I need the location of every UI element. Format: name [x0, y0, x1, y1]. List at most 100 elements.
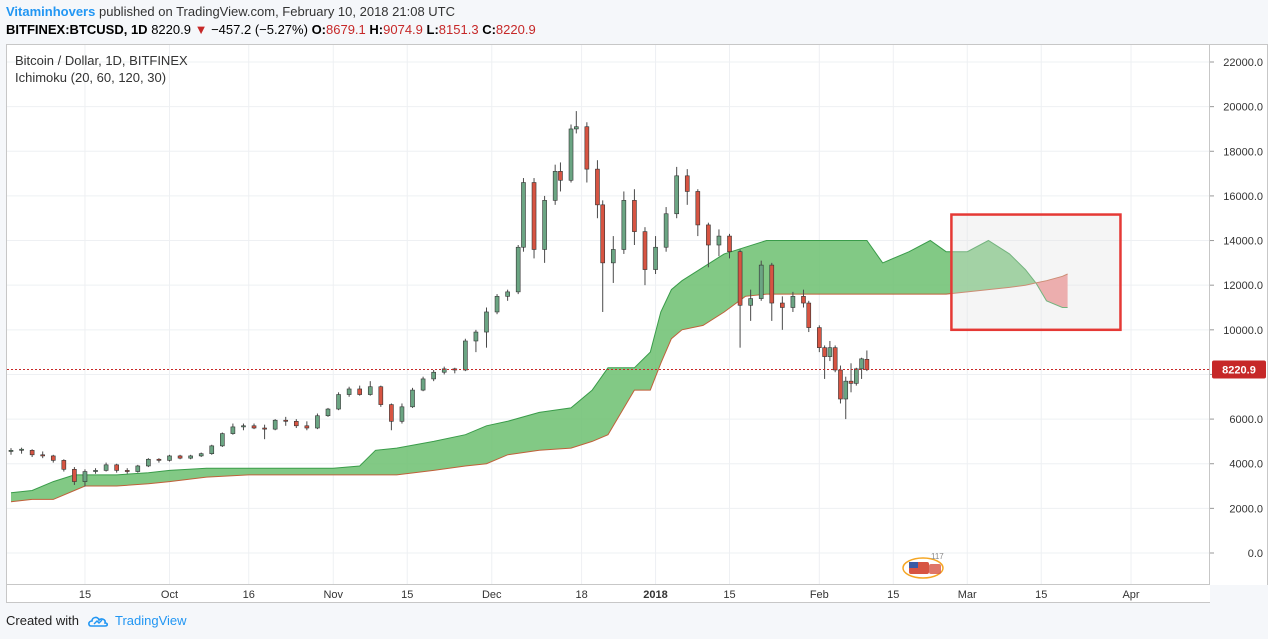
author-link[interactable]: Vitaminhovers — [6, 4, 96, 19]
last-price-tag-label: 8220.9 — [1222, 365, 1256, 377]
cloud-bearish — [1035, 274, 1068, 308]
x-tick-label: Feb — [810, 589, 829, 601]
candle-body — [325, 408, 331, 417]
y-tick-label: 16000.0 — [1223, 191, 1263, 203]
x-tick-label: Dec — [482, 589, 502, 601]
candle-body — [283, 419, 289, 422]
candle-body — [389, 404, 394, 422]
senkou-span-a — [1035, 282, 1068, 308]
candle-body — [72, 469, 77, 482]
candle-body — [103, 464, 109, 471]
x-tick-label: Nov — [323, 589, 343, 601]
close-value: 8220.9 — [495, 22, 536, 37]
candle-body — [521, 182, 526, 248]
time-axis[interactable]: 15 Oct 16 Nov 15 Dec 18 2018 15 Feb 15 Mar 15 Apr — [6, 585, 1210, 603]
price-chart[interactable]: Bitcoin / Dollar, 1D, BITFINEX Ichimoku … — [7, 45, 1209, 584]
candle-body — [346, 388, 352, 395]
senkou-span-b — [10, 282, 1037, 503]
created-with-text: Created with — [6, 613, 79, 628]
candle-body — [156, 458, 162, 461]
candle-body — [336, 394, 341, 410]
candle-body — [574, 126, 579, 130]
candle-body — [82, 471, 88, 482]
candle-body — [167, 455, 172, 461]
candle-body — [420, 378, 426, 391]
candle-body — [293, 421, 299, 427]
watermark-label: 117 — [931, 552, 944, 561]
low-label: L: — [426, 22, 439, 37]
candle-body — [135, 465, 141, 472]
candle-body — [706, 224, 711, 246]
candle-body — [695, 191, 701, 226]
candle-body — [642, 231, 648, 270]
candle-body — [198, 453, 204, 457]
change-value: −457.2 (−5.27%) — [211, 22, 308, 37]
y-tick-label: 14000.0 — [1223, 236, 1263, 248]
y-tick-label: 0.0 — [1248, 548, 1263, 560]
candle-body — [431, 371, 436, 380]
candle-body — [674, 175, 679, 215]
price-axis[interactable]: 0.02000.04000.06000.08000.010000.012000.… — [1210, 44, 1268, 585]
symbol-label: BITFINEX:BTCUSD, 1D — [6, 22, 148, 37]
x-tick-label: 2018 — [643, 589, 667, 601]
candle-body — [315, 415, 320, 429]
candle-body — [790, 296, 796, 308]
candle-body — [29, 450, 35, 456]
candle-body — [854, 368, 859, 384]
candle-body — [600, 204, 606, 264]
down-arrow-icon: ▼ — [194, 22, 208, 37]
low-value: 8151.3 — [438, 22, 479, 37]
candle-body — [61, 460, 67, 470]
candle-body — [610, 249, 616, 264]
candles — [8, 111, 870, 487]
indicator-label: Ichimoku (20, 60, 120, 30) — [15, 70, 166, 85]
candle-body — [769, 264, 775, 304]
candle-body — [304, 425, 310, 429]
candle-body — [399, 406, 405, 422]
y-tick-label: 4000.0 — [1229, 459, 1263, 471]
senkou-span-b — [1035, 273, 1068, 284]
candle-body — [230, 426, 236, 434]
candle-body — [505, 291, 510, 297]
candle-body — [410, 389, 415, 408]
candle-body — [848, 380, 854, 384]
candle-body — [241, 425, 246, 428]
candle-body — [484, 311, 489, 333]
candle-body — [114, 464, 119, 471]
candle-body — [251, 425, 257, 429]
ichimoku-cloud — [10, 239, 1068, 503]
time-axis-svg: 15 Oct 16 Nov 15 Dec 18 2018 15 Feb 15 Mar 15 Apr — [79, 589, 1140, 601]
y-tick-label: 20000.0 — [1223, 102, 1263, 114]
candle-body — [748, 298, 753, 306]
candle-body — [864, 358, 870, 370]
x-tick-label: Mar — [958, 589, 977, 601]
footer: Created with TradingView — [6, 613, 187, 628]
candle-body — [584, 126, 590, 170]
x-tick-label: 15 — [79, 589, 91, 601]
candle-body — [441, 368, 447, 373]
chart-pane[interactable]: Bitcoin / Dollar, 1D, BITFINEX Ichimoku … — [6, 44, 1210, 585]
candle-body — [716, 235, 722, 246]
tradingview-link[interactable]: TradingView — [87, 613, 187, 628]
candle-body — [357, 388, 362, 395]
open-value: 8679.1 — [326, 22, 366, 37]
candle-body — [653, 246, 658, 270]
grid-lines — [7, 45, 1209, 584]
candle-body — [515, 246, 521, 293]
last-price-tag-bg — [1212, 360, 1266, 379]
last-price: 8220.9 — [151, 22, 191, 37]
chart-title: Bitcoin / Dollar, 1D, BITFINEX — [15, 53, 188, 68]
candle-body — [822, 347, 827, 357]
candle-body — [463, 340, 468, 371]
x-tick-label: 18 — [575, 589, 587, 601]
price-axis-svg: 0.02000.04000.06000.08000.010000.012000.… — [1210, 57, 1266, 560]
x-tick-label: Apr — [1122, 589, 1139, 601]
candle-body — [806, 302, 812, 328]
candle-body — [542, 200, 547, 250]
candle-body — [378, 386, 384, 405]
candle-body — [262, 427, 267, 430]
candle-body — [146, 458, 151, 467]
publish-info: Vitaminhovers published on TradingView.c… — [6, 4, 455, 19]
high-value: 9074.9 — [383, 22, 423, 37]
candle-body — [595, 168, 600, 206]
